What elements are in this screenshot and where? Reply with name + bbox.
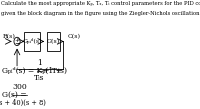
Text: G(s) =: G(s) = [2,91,27,99]
Text: 1: 1 [37,59,42,67]
Text: 300: 300 [12,83,27,91]
Text: +: + [14,38,20,43]
Text: Gₚᵢᵈ(s): Gₚᵢᵈ(s) [22,38,42,44]
Text: C(s): C(s) [67,34,80,39]
FancyBboxPatch shape [47,32,60,51]
Text: given the block diagram in the figure using the Ziegler-Nichols oscillation meth: given the block diagram in the figure us… [1,11,200,16]
Text: −: − [14,40,19,45]
Text: G(s): G(s) [47,39,60,44]
Text: Calculate the most appropriate Kₚ, Tₓ, Tᵢ control parameters for the PID control: Calculate the most appropriate Kₚ, Tₓ, T… [1,1,200,6]
Text: Gₚᵢᵈ(s) = Kₚ(1 +: Gₚᵢᵈ(s) = Kₚ(1 + [2,67,62,75]
Text: Tᵢs: Tᵢs [34,74,45,83]
Text: R(s): R(s) [2,34,15,39]
Text: + Tₓs): + Tₓs) [43,67,67,75]
FancyBboxPatch shape [24,32,40,51]
Text: s(s + 40)(s + 8): s(s + 40)(s + 8) [0,98,46,106]
Circle shape [14,37,20,46]
